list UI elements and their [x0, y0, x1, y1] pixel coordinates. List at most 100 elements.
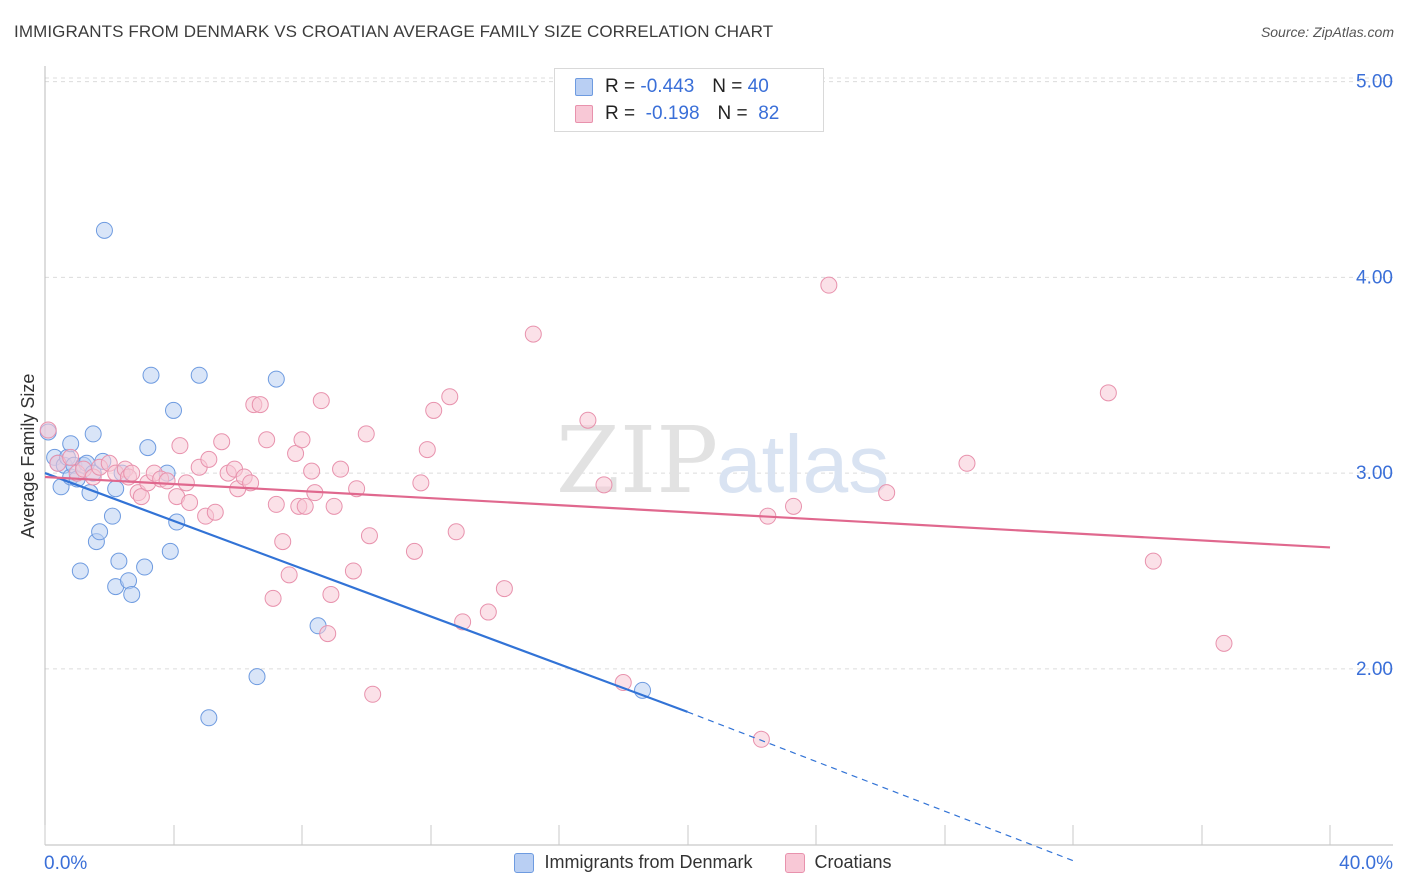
series-swatch-pink	[784, 852, 805, 873]
y-tick-label: 2.00	[1356, 659, 1393, 680]
point-denmark	[267, 370, 285, 388]
source-label: Source: ZipAtlas.com	[1260, 24, 1394, 40]
stats-legend: R = -0.443 N = 40 R = -0.198 N = 82	[554, 68, 824, 132]
point-croatian	[524, 325, 542, 343]
point-croatian	[264, 589, 282, 607]
point-croatian	[360, 527, 378, 545]
point-denmark	[161, 542, 179, 560]
y-tick-label: 4.00	[1356, 267, 1393, 288]
legend-n-value: 82	[758, 103, 780, 124]
trendline-croatians	[44, 475, 1331, 549]
series-legend-label: Immigrants from Denmark	[544, 852, 753, 872]
point-denmark	[200, 709, 218, 727]
point-denmark	[107, 480, 125, 498]
point-croatian	[287, 445, 305, 462]
legend-n-label: N =	[717, 103, 748, 124]
point-croatian	[785, 497, 803, 515]
point-croatian	[595, 476, 613, 494]
y-tick-label: 5.00	[1356, 72, 1393, 93]
watermark-atlas: atlas	[716, 419, 889, 510]
point-croatian	[1215, 634, 1233, 652]
point-croatian	[158, 472, 176, 490]
point-croatian	[878, 484, 896, 502]
legend-n-value: 40	[747, 76, 769, 97]
point-denmark	[248, 668, 266, 686]
point-denmark	[123, 585, 141, 603]
point-croatian	[206, 503, 224, 521]
point-denmark	[136, 558, 154, 576]
point-denmark	[190, 366, 208, 384]
point-croatian	[280, 566, 298, 584]
point-croatian	[39, 421, 57, 439]
point-croatian	[171, 437, 189, 455]
point-croatian	[412, 474, 430, 492]
point-croatian	[1099, 384, 1117, 402]
chart-title: IMMIGRANTS FROM DENMARK VS CROATIAN AVER…	[14, 22, 774, 41]
point-denmark	[165, 401, 182, 419]
point-croatian	[319, 625, 337, 643]
legend-row-croatians: R = -0.198 N = 82	[575, 102, 779, 126]
point-croatian	[405, 542, 423, 560]
legend-r-label: R =	[605, 103, 636, 124]
point-denmark	[110, 552, 128, 570]
point-croatian	[752, 730, 770, 748]
point-croatian	[332, 460, 350, 478]
y-tick-label: 3.00	[1356, 463, 1393, 484]
point-croatian	[418, 441, 436, 459]
series-legend-item-croatians[interactable]: Croatians	[784, 852, 892, 873]
point-croatian	[267, 495, 285, 513]
point-croatian	[958, 454, 976, 472]
legend-swatch-pink	[575, 105, 593, 123]
legend-r-label: R =	[605, 76, 636, 97]
series-swatch-blue	[514, 852, 535, 873]
point-croatian	[132, 488, 150, 506]
point-croatian	[242, 474, 260, 492]
point-croatian	[123, 464, 141, 482]
point-croatian	[293, 431, 311, 449]
x-tick-label: 0.0%	[44, 853, 87, 874]
point-denmark	[142, 366, 160, 384]
point-denmark	[139, 439, 157, 457]
legend-n-label: N =	[712, 76, 743, 97]
legend-r-value: -0.443	[640, 76, 695, 97]
point-croatian	[200, 450, 218, 468]
point-croatian	[820, 276, 838, 294]
point-croatian	[447, 523, 465, 541]
series-legend-item-denmark[interactable]: Immigrants from Denmark	[514, 852, 753, 873]
point-croatian	[425, 401, 443, 419]
point-denmark	[91, 523, 109, 541]
point-croatian	[344, 562, 362, 580]
point-croatian	[213, 433, 231, 451]
legend-row-denmark: R = -0.443 N = 40	[575, 75, 769, 99]
point-croatian	[177, 474, 195, 492]
series-legend-label: Croatians	[814, 852, 892, 872]
point-croatian	[303, 462, 321, 480]
point-croatian	[325, 497, 343, 515]
point-croatian	[274, 533, 292, 551]
point-croatian	[495, 580, 513, 598]
series-legend: Immigrants from Denmark Croatians	[0, 852, 1406, 873]
point-croatian	[62, 448, 80, 466]
point-croatian	[181, 493, 199, 511]
point-denmark	[71, 562, 89, 580]
legend-r-value: -0.198	[645, 103, 700, 124]
point-croatian	[312, 392, 330, 410]
point-croatian	[357, 425, 375, 443]
point-croatian	[1144, 552, 1162, 570]
trendline-denmark-extension	[687, 711, 1074, 862]
point-croatian	[441, 388, 459, 406]
point-croatian	[296, 497, 314, 515]
point-croatian	[348, 480, 366, 498]
point-denmark	[103, 507, 121, 525]
point-croatian	[579, 411, 597, 429]
point-denmark	[95, 221, 113, 239]
trendline-denmark	[44, 472, 688, 713]
point-croatian	[258, 431, 276, 449]
point-croatian	[479, 603, 497, 621]
legend-swatch-blue	[575, 78, 593, 96]
point-croatian	[322, 585, 340, 603]
y-axis-label: Average Family Size	[18, 374, 38, 539]
point-croatian	[251, 396, 269, 414]
x-tick-label: 40.0%	[1339, 853, 1393, 874]
